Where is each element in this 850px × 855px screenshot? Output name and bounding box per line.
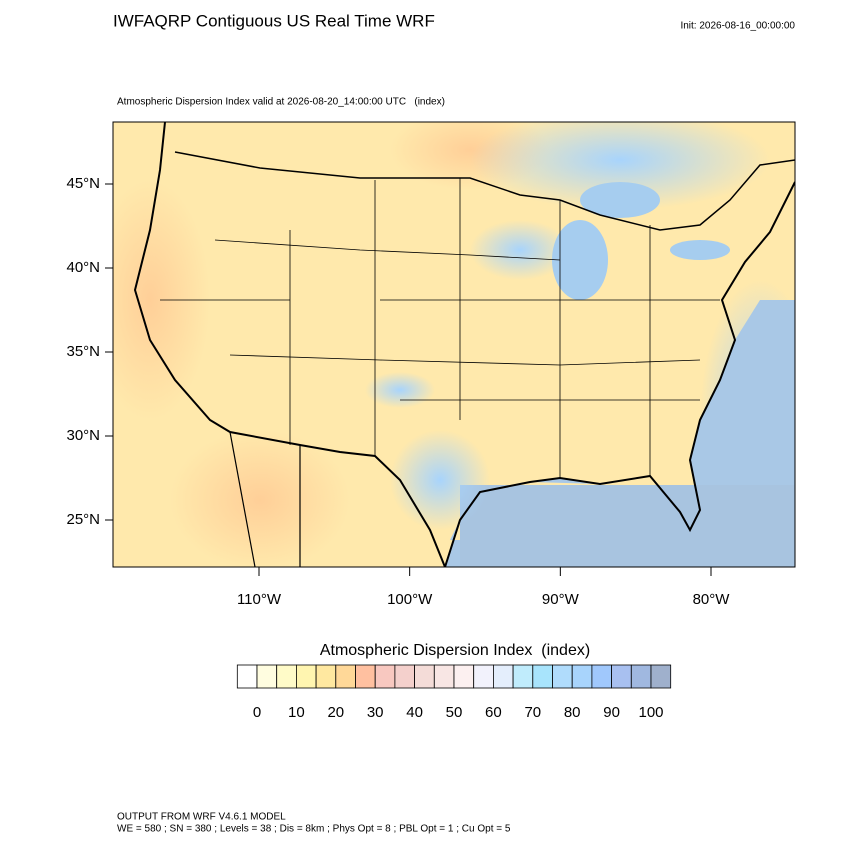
colorbar-box bbox=[473, 664, 494, 689]
lat-tick-label: 35°N bbox=[66, 343, 100, 360]
colorbar-tick-label: 80 bbox=[564, 704, 581, 721]
subtitle: Atmospheric Dispersion Index valid at 20… bbox=[117, 97, 445, 108]
colorbar-box bbox=[591, 664, 613, 689]
colorbar-title: Atmospheric Dispersion Index (index) bbox=[320, 642, 590, 659]
colorbar-box bbox=[611, 664, 632, 689]
colorbar-box bbox=[512, 664, 534, 689]
map-body bbox=[113, 122, 795, 567]
colorbar-tick-label: 70 bbox=[524, 704, 541, 721]
colorbar-tick-label: 20 bbox=[327, 704, 344, 721]
lon-tick-label: 110°W bbox=[237, 591, 282, 608]
colorbar-box bbox=[492, 664, 514, 689]
lon-tick-label: 90°W bbox=[542, 591, 580, 608]
init-time: Init: 2026-08-16_00:00:00 bbox=[680, 21, 795, 32]
colorbar-box bbox=[374, 664, 396, 689]
colorbar: Atmospheric Dispersion Index (index) 0 10… bbox=[236, 642, 672, 721]
colorbar-box bbox=[295, 664, 317, 689]
colorbar-box bbox=[335, 664, 356, 689]
colorbar-box bbox=[552, 664, 573, 689]
colorbar-box bbox=[355, 664, 376, 689]
colorbar-box bbox=[236, 664, 258, 689]
colorbar-tick-label: 40 bbox=[406, 704, 423, 721]
colorbar-box bbox=[433, 664, 455, 689]
colorbar-box bbox=[414, 664, 435, 689]
colorbar-box bbox=[650, 664, 672, 689]
colorbar-box bbox=[256, 664, 278, 689]
colorbar-tick-label: 50 bbox=[446, 704, 463, 721]
colorbar-box bbox=[315, 664, 337, 689]
colorbar-tick-label: 30 bbox=[367, 704, 384, 721]
footer-line: OUTPUT FROM WRF V4.6.1 MODEL bbox=[117, 812, 286, 823]
colorbar-box bbox=[571, 664, 593, 689]
lat-tick-label: 25°N bbox=[66, 511, 100, 528]
colorbar-box bbox=[394, 664, 415, 689]
colorbar-tick-label: 60 bbox=[485, 704, 502, 721]
map-axes: 45°N 40°N 35°N 30°N 25°N 110°W 100°W 90°W 80°W bbox=[66, 175, 730, 608]
colorbar-box bbox=[532, 664, 553, 689]
lon-tick-label: 80°W bbox=[693, 591, 731, 608]
colorbar-tick-label: 90 bbox=[603, 704, 620, 721]
lat-tick-label: 40°N bbox=[66, 259, 100, 276]
colorbar-box bbox=[630, 664, 652, 689]
lat-tick-label: 45°N bbox=[66, 175, 100, 192]
map-frame bbox=[112, 121, 796, 568]
footer-line: WE = 580 ; SN = 380 ; Levels = 38 ; Dis … bbox=[117, 824, 511, 835]
colorbar-tick-label: 10 bbox=[288, 704, 305, 721]
colorbar-tick-label: 100 bbox=[638, 704, 663, 721]
lat-tick-label: 30°N bbox=[66, 427, 100, 444]
lon-tick-label: 100°W bbox=[387, 591, 433, 608]
colorbar-box bbox=[276, 664, 297, 689]
colorbar-tick-label: 0 bbox=[253, 704, 261, 721]
colorbar-box bbox=[453, 664, 475, 689]
title: IWFAQRP Contiguous US Real Time WRF bbox=[113, 11, 435, 30]
